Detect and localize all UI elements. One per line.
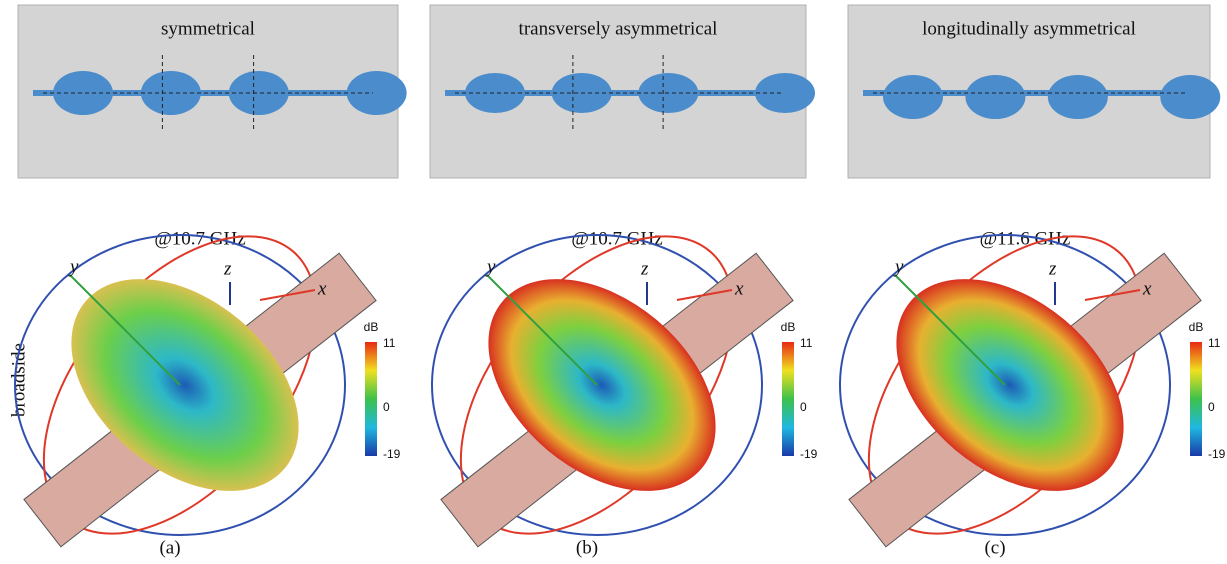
axis-label: x xyxy=(734,278,744,299)
unit-cell xyxy=(347,71,407,115)
panel-title: longitudinally asymmetrical xyxy=(922,18,1136,39)
colorbar-tick: 0 xyxy=(1208,400,1215,414)
colorbar-unit: dB xyxy=(1189,320,1204,334)
axis-label: z xyxy=(1048,258,1057,279)
unit-cell xyxy=(53,71,113,115)
colorbar-tick: 0 xyxy=(800,400,807,414)
colorbar-tick: 11 xyxy=(1208,336,1221,350)
panel-caption: (b) xyxy=(576,537,598,558)
colorbar-unit: dB xyxy=(364,320,379,334)
figure: broadside y x z symmetrical@10.7 GHzyzxd… xyxy=(0,0,1227,564)
colorbar-tick: 11 xyxy=(800,336,813,350)
colorbar-tick: -19 xyxy=(800,447,818,461)
unit-cell xyxy=(1048,75,1108,119)
axis-label: y xyxy=(485,256,496,277)
colorbar-tick: -19 xyxy=(1208,447,1226,461)
colorbar xyxy=(782,342,794,456)
panel-caption: (a) xyxy=(159,537,180,558)
axis-label: y xyxy=(68,256,79,277)
panel-title: transversely asymmetrical xyxy=(519,18,718,39)
axis-label: x xyxy=(317,278,327,299)
colorbar-unit: dB xyxy=(781,320,796,334)
colorbar-tick: -19 xyxy=(383,447,401,461)
colorbar xyxy=(365,342,377,456)
unit-cell xyxy=(465,73,525,113)
panel-title: symmetrical xyxy=(161,18,255,39)
colorbar xyxy=(1190,342,1202,456)
unit-cell xyxy=(1160,75,1220,119)
unit-cell xyxy=(883,75,943,119)
colorbar-tick: 11 xyxy=(383,336,396,350)
unit-cell xyxy=(229,71,289,115)
axis-label: x xyxy=(1142,278,1152,299)
unit-cell xyxy=(965,75,1025,119)
colorbar-tick: 0 xyxy=(383,400,390,414)
axis-label: z xyxy=(640,258,649,279)
axis-label: y xyxy=(893,256,904,277)
axis-label: z xyxy=(223,258,232,279)
panel-caption: (c) xyxy=(984,537,1005,558)
